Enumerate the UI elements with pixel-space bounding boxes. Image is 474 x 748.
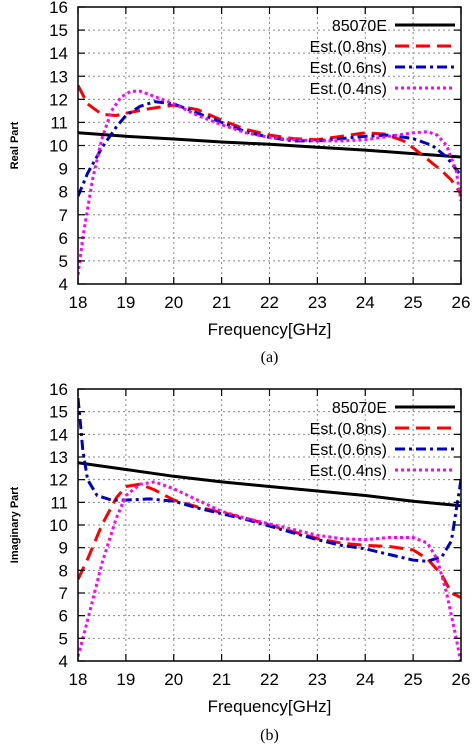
- x-tick-label: 25: [404, 670, 423, 689]
- figure-caption: (a): [261, 349, 279, 366]
- series-line-1: [78, 84, 461, 195]
- x-tick-label: 19: [116, 670, 135, 689]
- series-line-2: [78, 397, 461, 563]
- legend-label: Est.(0.4ns): [310, 463, 387, 480]
- y-tick-label: 4: [59, 275, 68, 294]
- chart-panel-a: 18 19 20 21 22 23 24 25 26 4 5 6 7 8 9 10 11 12 13 14 15 16 Fr…: [9, 0, 470, 366]
- figure-caption: (b): [260, 727, 279, 744]
- x-axis-title: Frequency[GHz]: [208, 320, 332, 339]
- y-tick-label: 12: [49, 471, 68, 490]
- y-tick-label: 11: [50, 113, 68, 132]
- y-tick-label: 10: [49, 516, 68, 535]
- y-axis-title: Real Part: [9, 121, 21, 169]
- series-line-3: [78, 89, 461, 275]
- x-tick-label: 22: [260, 293, 279, 312]
- y-tick-label: 15: [49, 21, 68, 40]
- x-tick-label: 21: [212, 670, 231, 689]
- y-tick-label: 8: [59, 183, 68, 202]
- x-tick-label: 23: [308, 293, 327, 312]
- legend-label: Est.(0.8ns): [310, 421, 387, 438]
- y-tick-label: 13: [49, 448, 68, 467]
- series-line-0: [78, 461, 461, 508]
- series-line-1: [78, 482, 461, 599]
- x-axis-title: Frequency[GHz]: [208, 697, 332, 716]
- y-tick-label: 14: [49, 44, 68, 63]
- y-tick-label: 5: [59, 629, 68, 648]
- legend-label: Est.(0.8ns): [310, 39, 387, 56]
- legend-label: 85070E: [332, 400, 387, 417]
- y-axis-title: Imaginary Part: [9, 486, 21, 563]
- x-tick-label: 19: [116, 293, 135, 312]
- x-tick-label: 24: [356, 670, 375, 689]
- y-tick-label: 7: [59, 206, 68, 225]
- series-line-2: [78, 100, 461, 197]
- x-tick-label: 22: [260, 670, 279, 689]
- y-tick-label: 11: [50, 493, 68, 512]
- y-tick-label: 12: [49, 90, 68, 109]
- y-tick-label: 6: [59, 607, 68, 626]
- x-tick-label: 25: [404, 293, 423, 312]
- x-tick-label: 26: [452, 670, 471, 689]
- y-tick-label: 8: [59, 561, 68, 580]
- y-tick-label: 9: [59, 539, 68, 558]
- legend-label: Est.(0.6ns): [310, 442, 387, 459]
- y-tick-label: 9: [59, 160, 68, 179]
- y-tick-label: 16: [49, 0, 68, 17]
- x-tick-label: 24: [356, 293, 375, 312]
- y-tick-label: 10: [49, 137, 68, 156]
- y-tick-label: 7: [59, 584, 68, 603]
- y-tick-label: 4: [59, 652, 68, 671]
- x-tick-label: 23: [308, 670, 327, 689]
- y-tick-label: 13: [49, 67, 68, 86]
- legend-label: Est.(0.4ns): [310, 81, 387, 98]
- y-tick-label: 16: [49, 380, 68, 399]
- series-line-0: [78, 131, 461, 159]
- chart-panel-b: 18 19 20 21 22 23 24 25 26 4 5 6 7 8 9 10 11 12 13 14 15 16 Fr…: [9, 380, 470, 744]
- x-tick-label: 20: [164, 293, 183, 312]
- x-tick-label: 18: [69, 293, 88, 312]
- y-tick-label: 5: [59, 252, 68, 271]
- legend-label: Est.(0.6ns): [310, 60, 387, 77]
- x-tick-label: 26: [452, 293, 471, 312]
- x-tick-label: 20: [164, 670, 183, 689]
- y-tick-label: 6: [59, 229, 68, 248]
- x-tick-label: 21: [212, 293, 231, 312]
- x-tick-label: 18: [69, 670, 88, 689]
- y-tick-label: 14: [49, 425, 68, 444]
- y-tick-label: 15: [49, 403, 68, 422]
- legend-label: 85070E: [332, 18, 387, 35]
